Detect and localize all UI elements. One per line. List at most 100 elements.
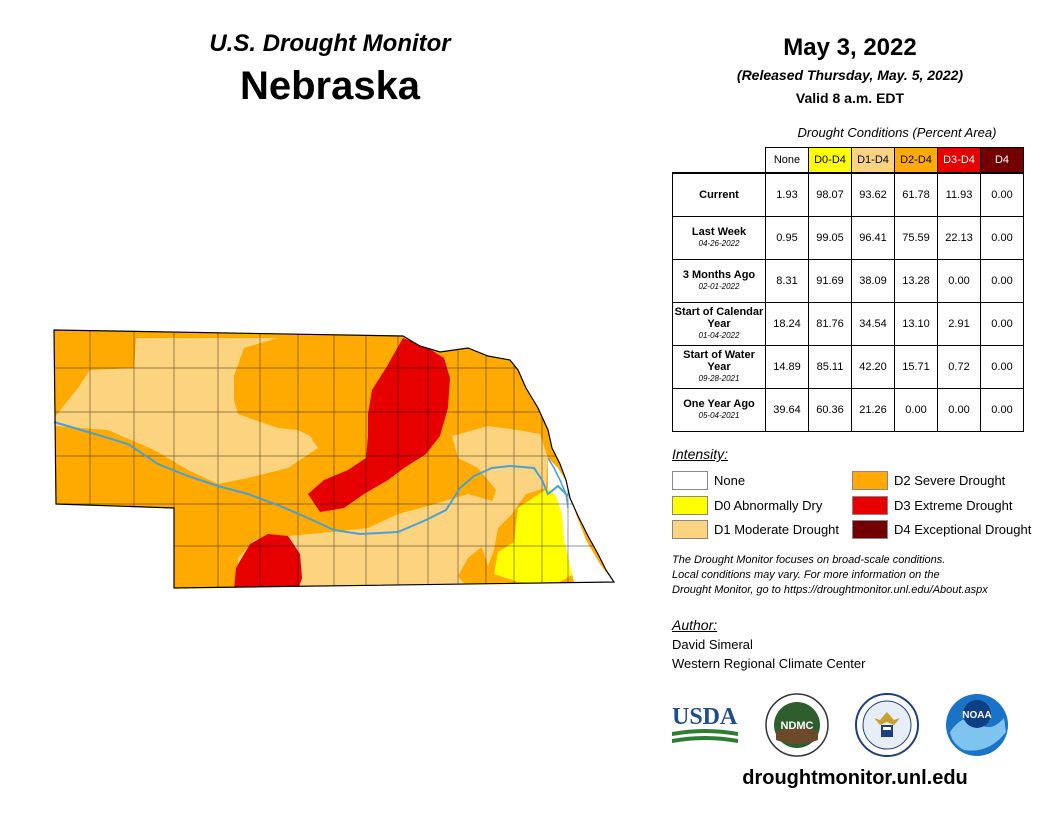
table-cell: 0.00 xyxy=(894,388,938,432)
row-label-text: Start of Water Year xyxy=(683,349,755,373)
table-row: One Year Ago 05-04-2021 39.64 60.36 21.26… xyxy=(672,388,1024,432)
legend-swatch xyxy=(852,471,888,490)
table-row: 3 Months Ago 02-01-2022 8.31 91.69 38.09 … xyxy=(672,259,1024,303)
row-date: 02-01-2022 xyxy=(698,282,740,291)
table-cell: 14.89 xyxy=(765,345,809,389)
table-cell: 0.00 xyxy=(937,388,981,432)
table-cell: 0.00 xyxy=(980,302,1024,346)
valid-time: Valid 8 a.m. EDT xyxy=(795,90,905,106)
author-organization: Western Regional Climate Center xyxy=(672,656,866,671)
legend-label: D4 Exceptional Drought xyxy=(894,522,1032,537)
col-d0-d4: D0-D4 xyxy=(808,147,852,174)
legend-swatch xyxy=(672,520,708,539)
row-label: Last Week 04-26-2022 xyxy=(672,216,766,260)
legend-label: None xyxy=(714,473,746,488)
col-d3-d4: D3-D4 xyxy=(937,147,981,174)
table-cell: 34.54 xyxy=(851,302,895,346)
row-label: Start of Water Year 09-28-2021 xyxy=(672,345,766,389)
row-label-text: One Year Ago xyxy=(683,398,755,410)
legend-item-d2: D2 Severe Drought xyxy=(852,471,1005,490)
table-row: Start of Water Year 09-28-2021 14.89 85.1… xyxy=(672,345,1024,389)
table-cell: 75.59 xyxy=(894,216,938,260)
author-name: David Simeral xyxy=(672,637,753,652)
table-cell: 0.72 xyxy=(937,345,981,389)
table-header-row: None D0-D4 D1-D4 D2-D4 D3-D4 D4 xyxy=(673,147,1024,174)
row-label: Start of Calendar Year 01-04-2022 xyxy=(672,302,766,346)
legend-item-d3: D3 Extreme Drought xyxy=(852,496,1013,515)
table-cell: 60.36 xyxy=(808,388,852,432)
col-none: None xyxy=(765,147,809,174)
legend-label: D3 Extreme Drought xyxy=(894,498,1013,513)
platte-river xyxy=(53,421,569,536)
table-cell: 98.07 xyxy=(808,172,852,217)
table-cell: 39.64 xyxy=(765,388,809,432)
note-line: Local conditions may vary. For more info… xyxy=(672,569,940,581)
table-cell: 8.31 xyxy=(765,259,809,303)
table-cell: 0.00 xyxy=(937,259,981,303)
table-cell: 2.91 xyxy=(937,302,981,346)
table-row: Start of Calendar Year 01-04-2022 18.24 8… xyxy=(672,302,1024,346)
table-cell: 11.93 xyxy=(937,172,981,217)
state-title: Nebraska xyxy=(239,64,421,108)
nebraska-drought-map xyxy=(53,329,616,589)
table-row: Current 1.93 98.07 93.62 61.78 11.93 0.0… xyxy=(672,172,1024,217)
row-label-text: Last Week xyxy=(691,226,747,238)
table-cell: 85.11 xyxy=(808,345,852,389)
col-d2-d4: D2-D4 xyxy=(894,147,938,174)
col-d1-d4: D1-D4 xyxy=(851,147,895,174)
missouri-river xyxy=(547,457,569,509)
legend-swatch xyxy=(852,496,888,515)
legend-label: D0 Abnormally Dry xyxy=(714,498,823,513)
map-date: May 3, 2022 xyxy=(783,34,917,61)
note-line: The Drought Monitor focuses on broad-sca… xyxy=(672,554,946,566)
drought-conditions-table: None D0-D4 D1-D4 D2-D4 D3-D4 D4 Current … xyxy=(672,147,1024,432)
website-link[interactable]: droughtmonitor.unl.edu xyxy=(742,767,968,789)
row-label: One Year Ago 05-04-2021 xyxy=(672,388,766,432)
table-cell: 61.78 xyxy=(894,172,938,217)
table-cell: 1.93 xyxy=(765,172,809,217)
table-cell: 96.41 xyxy=(851,216,895,260)
legend-swatch xyxy=(852,520,888,539)
table-cell: 38.09 xyxy=(851,259,895,303)
table-row: Last Week 04-26-2022 0.95 99.05 96.41 75.… xyxy=(672,216,1024,260)
row-date: 01-04-2022 xyxy=(698,331,740,340)
ndmc-logo: NDMC xyxy=(765,693,829,757)
row-label: Current xyxy=(672,172,766,217)
table-cell: 0.00 xyxy=(980,388,1024,432)
commerce-seal-logo xyxy=(855,693,919,757)
d1-panhandle-area xyxy=(54,338,318,484)
d3-southwest-area xyxy=(234,534,302,588)
legend-item-d4: D4 Exceptional Drought xyxy=(852,520,1031,539)
legend-swatch xyxy=(672,496,708,515)
legend-label: D1 Moderate Drought xyxy=(714,522,840,537)
row-date: 09-28-2021 xyxy=(698,374,740,383)
table-cell: 21.26 xyxy=(851,388,895,432)
legend-swatch xyxy=(672,471,708,490)
table-cell: 13.28 xyxy=(894,259,938,303)
col-d4: D4 xyxy=(980,147,1024,174)
legend-item-d0: D0 Abnormally Dry xyxy=(672,496,822,515)
table-cell: 81.76 xyxy=(808,302,852,346)
table-cell: 0.00 xyxy=(980,216,1024,260)
table-cell: 42.20 xyxy=(851,345,895,389)
note-line: Drought Monitor, go to https://droughtmo… xyxy=(672,584,988,596)
release-date: (Released Thursday, May. 5, 2022) xyxy=(736,67,964,83)
legend-item-d1: D1 Moderate Drought xyxy=(672,520,839,539)
d3-central-area xyxy=(308,338,450,512)
table-cell: 91.69 xyxy=(808,259,852,303)
table-cell: 22.13 xyxy=(937,216,981,260)
table-cell: 0.95 xyxy=(765,216,809,260)
monitor-title: U.S. Drought Monitor xyxy=(209,30,451,57)
row-date: 04-26-2022 xyxy=(698,239,740,248)
legend-title: Intensity: xyxy=(672,446,729,462)
legend-label: D2 Severe Drought xyxy=(894,473,1006,488)
table-cell: 0.00 xyxy=(980,259,1024,303)
noaa-logo-text: NOAA xyxy=(962,710,991,721)
row-label-text: Current xyxy=(699,189,739,201)
table-caption: Drought Conditions (Percent Area) xyxy=(797,125,997,140)
eagle-seal-icon xyxy=(874,712,900,737)
table-corner xyxy=(673,148,766,174)
row-label: 3 Months Ago 02-01-2022 xyxy=(672,259,766,303)
noaa-logo: NOAA xyxy=(946,694,1008,756)
row-label-text: 3 Months Ago xyxy=(682,269,756,281)
